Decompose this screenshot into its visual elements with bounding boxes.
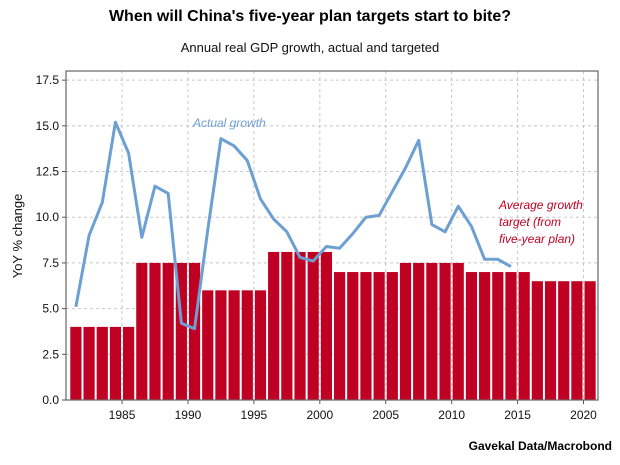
bar-2004 (373, 272, 385, 400)
x-tick-label: 2015 (504, 408, 531, 422)
x-tick-label: 1985 (109, 408, 136, 422)
y-tick-label: 12.5 (36, 165, 60, 179)
chart-subtitle: Annual real GDP growth, actual and targe… (180, 40, 440, 55)
bar-2013 (492, 272, 504, 400)
bar-2002 (347, 272, 359, 400)
bar-1995 (254, 290, 267, 400)
bar-2018 (558, 281, 570, 400)
actual-growth-line (74, 120, 512, 331)
bar-2011 (465, 272, 478, 400)
bar-1988 (162, 262, 174, 400)
bar-2020 (584, 281, 596, 400)
line-annotation: Actual growth (192, 116, 266, 130)
bar-1997 (281, 251, 293, 400)
bar-1991 (202, 290, 214, 400)
x-tick-label: 2000 (306, 408, 333, 422)
bar-1996 (268, 251, 280, 400)
x-tick-label: 2020 (570, 408, 597, 422)
y-tick-label: 10.0 (36, 210, 60, 224)
bars-annotation-line: five-year plan) (499, 232, 575, 246)
bar-1986 (136, 262, 148, 400)
bar-2015 (518, 272, 530, 400)
bar-2007 (413, 262, 425, 400)
bar-1985 (123, 326, 135, 400)
plot-frame (65, 70, 599, 401)
y-tick-label: 2.5 (42, 347, 59, 361)
bar-2017 (544, 281, 557, 400)
x-tick-label: 2010 (438, 408, 465, 422)
bar-1993 (228, 290, 240, 400)
bar-2014 (505, 272, 517, 400)
bar-1982 (83, 326, 95, 400)
y-tick-label: 0.0 (42, 393, 59, 407)
bar-2001 (333, 272, 346, 400)
bars-annotation-line: target (from (499, 215, 561, 229)
bar-2003 (360, 272, 372, 400)
y-tick-label: 7.5 (42, 256, 59, 270)
bar-2010 (452, 262, 464, 400)
bar-2019 (571, 281, 583, 400)
bar-1987 (149, 262, 161, 400)
bar-1990 (188, 262, 201, 400)
bars-annotation-line: Average growth (498, 198, 583, 212)
bar-1983 (96, 326, 108, 400)
y-axis-label: YoY % change (10, 194, 25, 279)
bar-2000 (320, 251, 332, 400)
source-credit: Gavekal Data/Macrobond (468, 439, 612, 453)
x-tick-label: 2005 (372, 408, 399, 422)
bar-2006 (399, 262, 412, 400)
bar-1999 (307, 251, 319, 400)
bar-1984 (109, 326, 122, 400)
y-tick-label: 5.0 (42, 302, 59, 316)
x-tick-label: 1990 (175, 408, 202, 422)
bar-2016 (531, 281, 543, 400)
bar-1998 (294, 251, 306, 400)
bar-1994 (241, 290, 253, 400)
y-tick-label: 17.5 (36, 73, 60, 87)
bar-1992 (215, 290, 227, 400)
bar-2005 (386, 272, 398, 400)
bar-2008 (426, 262, 438, 400)
bar-1981 (70, 326, 82, 400)
chart-title: When will China's five-year plan targets… (108, 8, 512, 25)
y-tick-label: 15.0 (36, 119, 60, 133)
bars-annotation: Average growth target (from five-year plan… (498, 198, 583, 246)
bar-2009 (439, 262, 451, 400)
bar-2012 (479, 272, 491, 400)
bar-1989 (175, 262, 187, 400)
x-tick-label: 1995 (241, 408, 268, 422)
